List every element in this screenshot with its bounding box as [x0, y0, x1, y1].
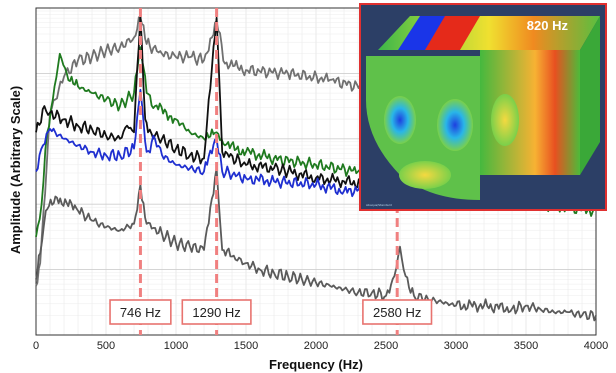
inset-yellow-spot-right: [491, 94, 519, 146]
inset-front-face: [366, 56, 480, 200]
inset-image: 820 Hz Abaqus/Standard: [359, 3, 607, 211]
marker-callout-label: 1290 Hz: [192, 305, 240, 320]
inset-border: [359, 3, 607, 211]
x-tick-label: 500: [97, 340, 115, 352]
x-tick-label: 1500: [234, 340, 258, 352]
series-line-0: [35, 16, 373, 287]
marker-callout-box: [181, 299, 252, 325]
y-axis-title: Amplitude (Arbitrary Scale): [8, 86, 23, 254]
marker-callout-label: 746 Hz: [120, 305, 161, 320]
marker-callout-label: 2580 Hz: [373, 305, 421, 320]
inset-blue-spot-mid: [437, 99, 473, 151]
series-line-3: [35, 88, 373, 198]
inset-caption: Abaqus/Standard: [366, 203, 392, 207]
x-tick-label: 3000: [444, 340, 468, 352]
x-tick-label: 2500: [374, 340, 398, 352]
inset-red-band: [425, 16, 480, 50]
inset-blue-band: [398, 16, 452, 50]
inset-frequency-label: 820 Hz: [527, 18, 569, 33]
x-axis-title: Frequency (Hz): [269, 357, 363, 372]
marker-lines: [138, 8, 399, 335]
inset-right-face: [580, 16, 600, 175]
marker-callout-box: [109, 299, 172, 325]
x-tick-label: 2000: [304, 340, 328, 352]
callouts: 746 Hz 1290 Hz 2580 Hz: [109, 299, 433, 325]
x-tick-label: 1000: [164, 340, 188, 352]
x-tick-labels: 0 500 1000 1500 2000 2500 3000 3500 4000: [33, 340, 608, 352]
series-line-4: [35, 167, 597, 322]
inset-blue-spot-left: [384, 96, 416, 144]
inset-yellow-spot: [399, 161, 451, 189]
x-tick-label: 3500: [514, 340, 538, 352]
series-line-2: [35, 13, 373, 191]
marker-callout-box: [362, 299, 433, 325]
x-tick-label: 4000: [584, 340, 608, 352]
x-tick-label: 0: [33, 340, 39, 352]
